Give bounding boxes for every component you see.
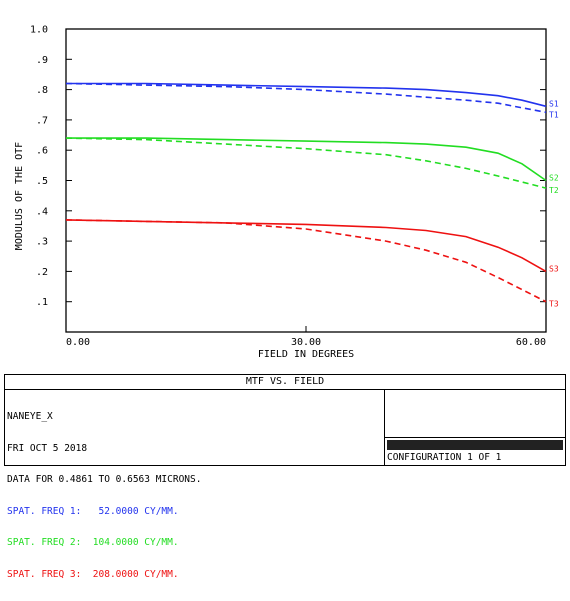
footer-divider bbox=[384, 389, 385, 466]
x-axis-label: FIELD IN DEGREES bbox=[258, 349, 354, 360]
series-line-s2 bbox=[66, 137, 547, 182]
chart-title: MTF VS. FIELD bbox=[5, 375, 565, 390]
series-label-t2: T2 bbox=[549, 186, 559, 195]
y-tick-label: .5 bbox=[36, 176, 48, 187]
series-line-s1 bbox=[66, 82, 547, 108]
footer-info-block: NANEYE_X FRI OCT 5 2018 DATA FOR 0.4861 … bbox=[7, 391, 201, 601]
configuration-label: CONFIGURATION 1 OF 1 bbox=[387, 452, 502, 463]
series-label-s3: S3 bbox=[549, 264, 559, 273]
info-footer: MTF VS. FIELD NANEYE_X FRI OCT 5 2018 DA… bbox=[4, 374, 566, 579]
spatial-frequency-1: SPAT. FREQ 1: 52.0000 CY/MM. bbox=[7, 505, 179, 517]
series-label-s1: S1 bbox=[549, 99, 559, 108]
wavelength-range: DATA FOR 0.4861 TO 0.6563 MICRONS. bbox=[7, 474, 202, 485]
y-tick-label: .1 bbox=[36, 297, 48, 308]
series-label-s2: S2 bbox=[549, 174, 559, 183]
series-label-t1: T1 bbox=[549, 110, 559, 119]
y-tick-label: .9 bbox=[36, 55, 48, 66]
series-labels: S1 T1 S2 T2 S3 T3 bbox=[549, 99, 559, 308]
x-tick-label: 0.00 bbox=[66, 337, 90, 348]
series-line-t2 bbox=[65, 137, 547, 189]
series-line-t3 bbox=[65, 219, 547, 303]
footer-hline bbox=[384, 437, 566, 438]
y-axis-label: MODULUS OF THE OTF bbox=[14, 142, 25, 250]
spatial-frequency-2: SPAT. FREQ 2: 104.0000 CY/MM. bbox=[7, 537, 179, 548]
lens-name: NANEYE_X bbox=[7, 411, 53, 422]
zemax-logo-banner bbox=[387, 440, 563, 450]
x-tick-label: 30.00 bbox=[291, 337, 321, 348]
x-axis: 0.00 30.00 60.00 bbox=[65, 326, 547, 348]
mtf-chart: .1 .2 .3 .4 .5 .6 .7 .8 .9 1.0 0.00 30.00 60.00 S1 T… bbox=[0, 0, 570, 372]
plot-date: FRI OCT 5 2018 bbox=[7, 442, 88, 454]
y-tick-label: .4 bbox=[36, 206, 48, 217]
series-label-t3: T3 bbox=[549, 300, 559, 309]
x-tick-label: 60.00 bbox=[516, 337, 546, 348]
y-tick-label: .2 bbox=[36, 267, 48, 278]
y-tick-label: .3 bbox=[36, 237, 48, 248]
spatial-frequency-3: SPAT. FREQ 3: 208.0000 CY/MM. bbox=[7, 568, 179, 580]
series-lines bbox=[65, 82, 547, 303]
y-tick-label: .8 bbox=[36, 85, 48, 96]
series-line-t1 bbox=[65, 82, 547, 114]
y-tick-label: .7 bbox=[36, 115, 48, 126]
y-tick-label: 1.0 bbox=[30, 25, 48, 36]
chart-background bbox=[0, 0, 570, 372]
y-tick-label: .6 bbox=[36, 146, 48, 157]
